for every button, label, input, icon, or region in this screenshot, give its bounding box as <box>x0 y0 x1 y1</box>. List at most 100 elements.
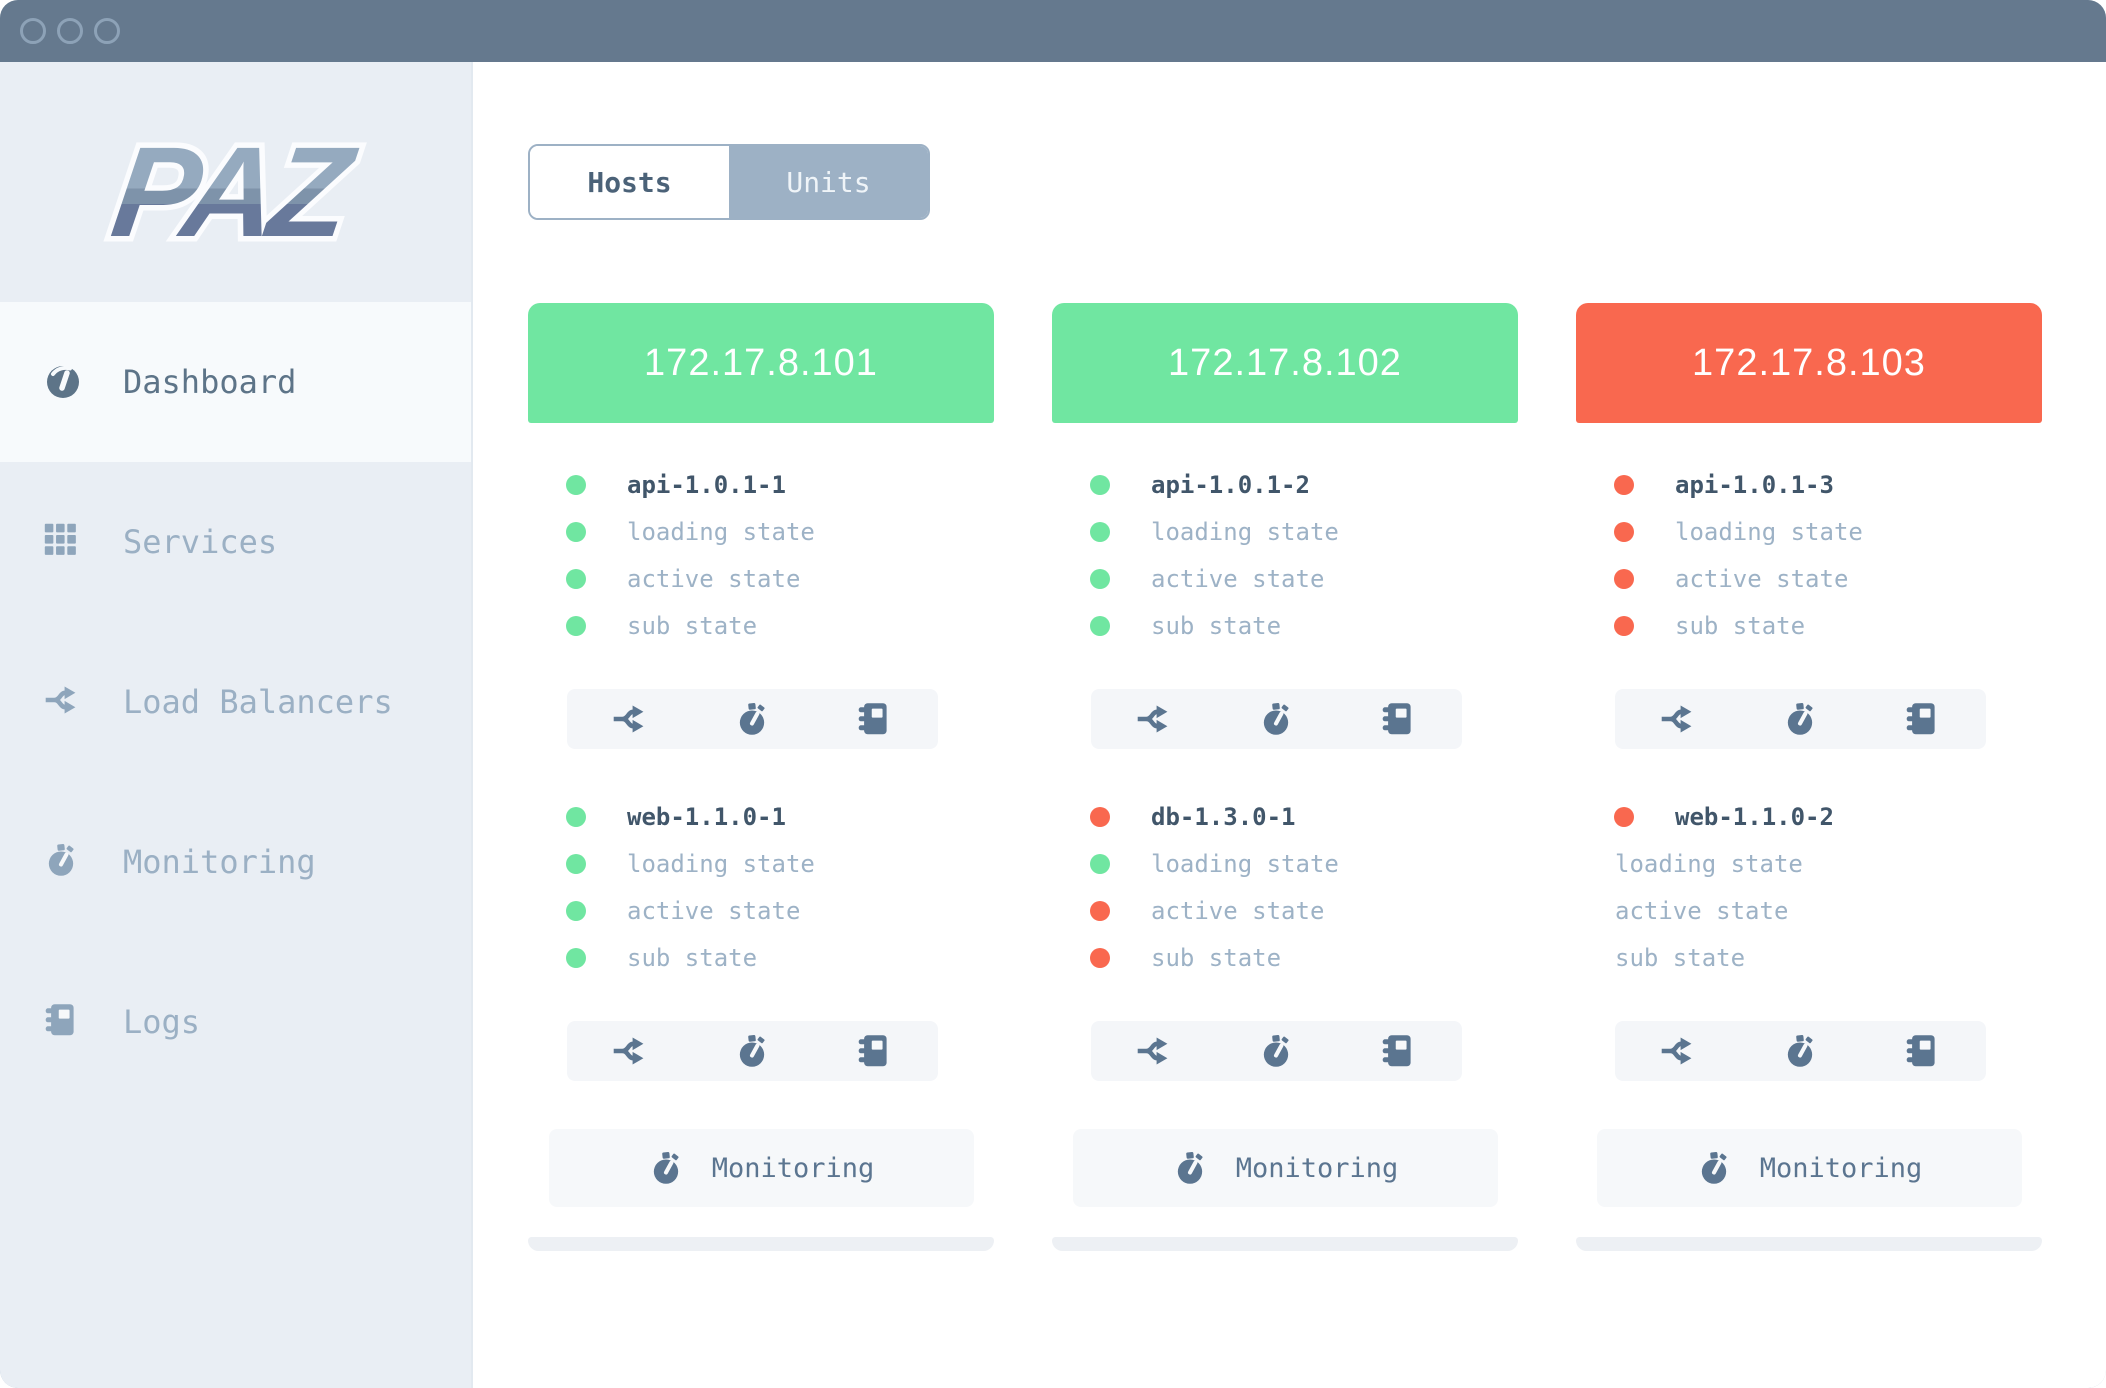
host-ip: 172.17.8.103 <box>1692 341 1926 384</box>
unit-block: api-1.0.1-2 loading state active state sub … <box>1052 461 1518 749</box>
window-control-minimize-icon[interactable] <box>57 18 83 44</box>
status-dot-red <box>1090 947 1110 968</box>
card-bottom-edge <box>1052 1237 1518 1251</box>
host-card: 172.17.8.101 api-1.0.1-1 loading state act… <box>528 303 994 1251</box>
card-bottom-edge <box>528 1237 994 1251</box>
unit-name: api-1.0.1-2 <box>1151 470 1310 499</box>
unit-share-icon[interactable] <box>611 700 649 738</box>
unit-toolbar <box>567 1021 938 1081</box>
unit-logs-icon[interactable] <box>856 1032 894 1070</box>
host-monitoring-button[interactable]: Monitoring <box>548 1129 974 1207</box>
status-dot-green <box>1090 474 1110 495</box>
window-control-close-icon[interactable] <box>20 18 46 44</box>
unit-share-icon[interactable] <box>611 1032 649 1070</box>
unit-monitoring-icon[interactable] <box>1258 1032 1296 1070</box>
unit-state-row: active state <box>528 887 994 934</box>
status-dot-red <box>1614 568 1634 589</box>
state-label: sub state <box>627 943 758 972</box>
state-label: sub state <box>1615 943 1746 972</box>
window-titlebar <box>0 0 2106 62</box>
host-header[interactable]: 172.17.8.103 <box>1576 303 2042 423</box>
host-header[interactable]: 172.17.8.102 <box>1052 303 1518 423</box>
unit-block: db-1.3.0-1 loading state active state sub s… <box>1052 793 1518 1081</box>
unit-monitoring-icon[interactable] <box>1258 700 1296 738</box>
unit-share-icon[interactable] <box>1135 1032 1173 1070</box>
unit-state-row: sub state <box>1052 934 1518 981</box>
tab-hosts[interactable]: Hosts <box>530 146 729 218</box>
state-label: loading state <box>627 517 815 546</box>
tab-units[interactable]: Units <box>729 146 928 218</box>
stopwatch-icon <box>1696 1150 1732 1186</box>
unit-toolbar <box>1091 689 1462 749</box>
unit-state-row: loading state <box>528 840 994 887</box>
unit-state-row: active state <box>1576 887 2042 934</box>
unit-state-row: active state <box>528 555 994 602</box>
sidebar-item-monitoring[interactable]: Monitoring <box>0 782 471 942</box>
unit-name: web-1.1.0-1 <box>627 802 786 831</box>
sidebar-item-services[interactable]: Services <box>0 462 471 622</box>
state-label: active state <box>1675 564 1849 593</box>
status-dot-green <box>566 521 586 542</box>
unit-list: api-1.0.1-2 loading state active state sub … <box>1052 423 1518 1081</box>
state-label: active state <box>1615 896 1789 925</box>
status-dot-green <box>566 806 586 827</box>
fork-icon <box>43 682 83 722</box>
unit-monitoring-icon[interactable] <box>734 700 772 738</box>
status-dot-green <box>566 474 586 495</box>
monitoring-button-label: Monitoring <box>711 1152 875 1184</box>
unit-logs-icon[interactable] <box>1904 1032 1942 1070</box>
unit-rows: web-1.1.0-1 loading state active state sub … <box>528 793 994 981</box>
unit-toolbar <box>1091 1021 1462 1081</box>
unit-block: api-1.0.1-3 loading state active state sub … <box>1576 461 2042 749</box>
unit-name-row: api-1.0.1-1 <box>528 461 994 508</box>
unit-logs-icon[interactable] <box>1380 1032 1418 1070</box>
unit-monitoring-icon[interactable] <box>734 1032 772 1070</box>
unit-logs-icon[interactable] <box>1904 700 1942 738</box>
stopwatch-icon <box>1172 1150 1208 1186</box>
sidebar-item-load-balancers[interactable]: Load Balancers <box>0 622 471 782</box>
unit-logs-icon[interactable] <box>1380 700 1418 738</box>
unit-list: api-1.0.1-3 loading state active state sub … <box>1576 423 2042 1081</box>
sidebar: PAZ Dashboard Services Load Balancers Mo… <box>0 62 473 1388</box>
host-monitoring-button[interactable]: Monitoring <box>1072 1129 1498 1207</box>
unit-rows: web-1.1.0-2 loading state active state sub … <box>1576 793 2042 981</box>
card-bottom-edge <box>1576 1237 2042 1251</box>
unit-state-row: sub state <box>528 602 994 649</box>
stopwatch-icon <box>43 842 83 882</box>
unit-share-icon[interactable] <box>1135 700 1173 738</box>
journal-icon <box>43 1002 83 1042</box>
unit-state-row: active state <box>1052 555 1518 602</box>
logo-text: PAZ <box>105 122 364 264</box>
host-ip: 172.17.8.101 <box>644 341 878 384</box>
unit-toolbar <box>1615 689 1986 749</box>
gauge-icon <box>43 362 83 402</box>
stopwatch-icon <box>648 1150 684 1186</box>
sidebar-nav: Dashboard Services Load Balancers Monito… <box>0 302 471 1102</box>
state-label: sub state <box>1151 611 1282 640</box>
main-content: Hosts Units 172.17.8.101 api-1.0.1-1 load… <box>473 62 2106 1388</box>
grid-icon <box>43 522 83 562</box>
status-dot-green <box>1090 615 1110 636</box>
unit-name-row: db-1.3.0-1 <box>1052 793 1518 840</box>
unit-share-icon[interactable] <box>1659 700 1697 738</box>
sidebar-item-logs[interactable]: Logs <box>0 942 471 1102</box>
unit-rows: api-1.0.1-3 loading state active state sub … <box>1576 461 2042 649</box>
unit-logs-icon[interactable] <box>856 700 894 738</box>
sidebar-item-label: Monitoring <box>123 843 316 881</box>
window-control-zoom-icon[interactable] <box>94 18 120 44</box>
unit-monitoring-icon[interactable] <box>1782 700 1820 738</box>
unit-state-row: loading state <box>1052 840 1518 887</box>
unit-monitoring-icon[interactable] <box>1782 1032 1820 1070</box>
unit-rows: db-1.3.0-1 loading state active state sub s… <box>1052 793 1518 981</box>
host-ip: 172.17.8.102 <box>1168 341 1402 384</box>
unit-share-icon[interactable] <box>1659 1032 1697 1070</box>
unit-list: api-1.0.1-1 loading state active state sub … <box>528 423 994 1081</box>
sidebar-item-dashboard[interactable]: Dashboard <box>0 302 471 462</box>
host-header[interactable]: 172.17.8.101 <box>528 303 994 423</box>
host-monitoring-button[interactable]: Monitoring <box>1596 1129 2022 1207</box>
status-dot-red <box>1614 615 1634 636</box>
unit-name: web-1.1.0-2 <box>1675 802 1834 831</box>
status-dot-green <box>566 853 586 874</box>
unit-name: api-1.0.1-3 <box>1675 470 1834 499</box>
paz-logo: PAZ <box>99 116 369 269</box>
